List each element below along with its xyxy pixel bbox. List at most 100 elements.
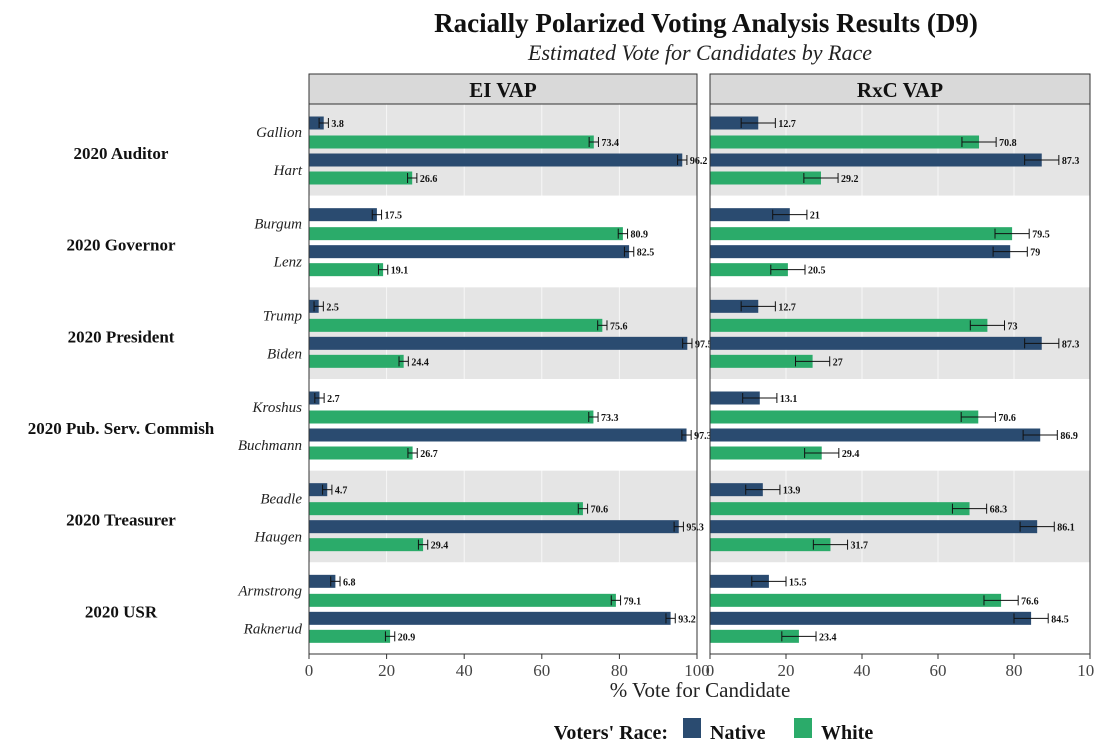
x-tick-label: 40 [456,661,473,680]
bar-ei-vap-burgum-native [309,208,377,222]
panel-border-rxc-vap [709,103,1091,655]
value-label: 3.8 [331,119,344,130]
value-label: 82.5 [637,248,655,259]
chart-title: Racially Polarized Voting Analysis Resul… [434,8,978,38]
bar-rxc-vap-haugen-white [710,538,831,552]
value-label: 75.6 [610,321,628,332]
legend-label-white: White [821,722,873,744]
candidate-label-lenz: Lenz [273,255,303,271]
value-label: 97.5 [695,339,713,350]
value-label: 73.4 [601,138,619,149]
bar-rxc-vap-gallion-native [710,116,759,130]
value-label: 79.5 [1032,230,1050,241]
bar-rxc-vap-kroshus-native [710,391,760,405]
bar-ei-vap-lenz-native [309,245,630,259]
bar-rxc-vap-gallion-white [710,135,980,149]
facet-label-ei-vap: EI VAP [469,78,537,102]
bar-rxc-vap-beadle-native [710,483,763,497]
bar-ei-vap-biden-white [309,354,404,368]
bar-rxc-vap-biden-white [710,354,813,368]
bar-ei-vap-gallion-native [309,116,324,130]
bar-ei-vap-gallion-white [309,135,594,149]
candidate-label-gallion: Gallion [256,125,302,141]
bar-ei-vap-kroshus-native [309,391,320,405]
value-label: 24.4 [411,357,429,368]
candidate-label-burgum: Burgum [254,217,302,233]
bar-rxc-vap-haugen-native [710,520,1038,534]
value-label: 86.9 [1060,431,1078,442]
x-tick-label: 100 [684,661,710,680]
value-label: 79.1 [624,596,642,607]
bar-rxc-vap-biden-native [710,336,1042,350]
bar-rxc-vap-lenz-native [710,245,1011,259]
value-label: 26.7 [420,449,438,460]
value-label: 4.7 [335,486,348,497]
value-label: 73.3 [601,413,619,424]
group-label-2020-governor: 2020 Governor [66,236,176,255]
bar-rxc-vap-armstrong-white [710,593,1002,607]
facet-strip-rxc-vap [709,73,1091,105]
bar-ei-vap-beadle-white [309,502,583,516]
bar-ei-vap-lenz-white [309,263,384,277]
value-label: 6.8 [343,577,356,588]
bar-ei-vap-haugen-white [309,538,424,552]
value-label: 12.7 [778,119,796,130]
value-label: 12.7 [778,302,796,313]
bar-ei-vap-armstrong-white [309,593,616,607]
value-label: 29.4 [842,449,860,460]
x-tick-label: 80 [611,661,628,680]
legend-swatch-white [794,718,812,738]
candidate-label-kroshus: Kroshus [252,400,303,416]
bar-rxc-vap-buchmann-native [710,428,1041,442]
x-tick-label: 0 [305,661,314,680]
x-tick-label: 40 [854,661,871,680]
candidate-label-trump: Trump [263,308,303,324]
bar-rxc-vap-burgum-white [710,227,1013,241]
bar-ei-vap-haugen-native [309,520,679,534]
bar-rxc-vap-lenz-white [710,263,788,277]
value-label: 13.1 [780,394,798,405]
value-label: 79 [1030,248,1040,259]
legend-swatch-native [683,718,701,738]
value-label: 97.3 [694,431,712,442]
bar-rxc-vap-burgum-native [710,208,790,222]
bar-rxc-vap-hart-native [710,153,1042,167]
legend-label-native: Native [710,722,766,744]
candidate-label-haugen: Haugen [254,530,303,546]
bar-ei-vap-raknerud-white [309,629,391,643]
value-label: 17.5 [385,211,403,222]
value-label: 73 [1008,321,1018,332]
facet-strip-ei-vap [308,73,698,105]
x-tick-label: 60 [930,661,947,680]
bar-ei-vap-buchmann-white [309,446,413,460]
group-label-2020-treasurer: 2020 Treasurer [66,511,176,530]
group-label-2020-usr: 2020 USR [85,602,158,621]
bar-rxc-vap-raknerud-white [710,629,799,643]
bar-rxc-vap-armstrong-native [710,574,769,588]
group-label-2020-president: 2020 President [68,327,175,346]
value-label: 80.9 [631,230,649,241]
x-tick-label: 60 [533,661,550,680]
value-label: 87.3 [1062,339,1080,350]
bar-ei-vap-hart-white [309,171,413,185]
value-label: 27 [833,357,843,368]
x-tick-label: 80 [1006,661,1023,680]
bar-rxc-vap-hart-white [710,171,821,185]
value-label: 19.1 [391,266,409,277]
bar-ei-vap-biden-native [309,336,688,350]
bar-ei-vap-raknerud-native [309,611,671,625]
value-label: 31.7 [851,541,869,552]
value-label: 93.2 [678,614,696,625]
bar-rxc-vap-trump-white [710,318,988,332]
bar-rxc-vap-buchmann-white [710,446,822,460]
facet-label-rxc-vap: RxC VAP [857,78,943,102]
bar-rxc-vap-raknerud-native [710,611,1032,625]
value-label: 70.6 [998,413,1016,424]
bar-ei-vap-armstrong-native [309,574,336,588]
value-label: 86.1 [1057,523,1075,534]
bar-ei-vap-hart-native [309,153,683,167]
value-label: 68.3 [990,505,1008,516]
candidate-label-hart: Hart [273,163,303,179]
bar-ei-vap-kroshus-white [309,410,594,424]
